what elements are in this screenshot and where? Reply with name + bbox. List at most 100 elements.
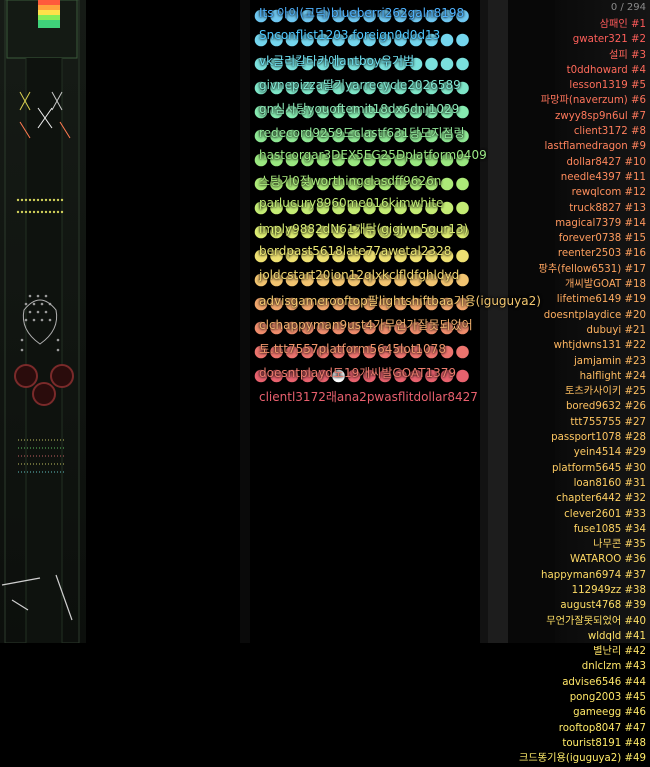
player-label: redecord9259드clastf631당모지점링 (259, 126, 465, 140)
ranking-item: halflight #24 (579, 370, 646, 382)
marble (285, 177, 299, 191)
player-label: Snconflict1203.foreign0d0d13 (259, 28, 441, 42)
marble (270, 129, 283, 143)
marble (394, 297, 407, 311)
marble-highlight (332, 369, 345, 383)
marble (347, 81, 361, 95)
marble (378, 177, 392, 191)
marble (378, 9, 392, 23)
marble (332, 297, 345, 311)
player-label: vk글리칼타카에antboy우거범 (259, 54, 415, 68)
marble (316, 9, 330, 23)
player-label: parlucury8960me016kimwhite (259, 196, 444, 210)
minimap-pegs (20, 294, 60, 352)
marble (456, 105, 469, 119)
board-left-gutter (240, 0, 250, 643)
marble (332, 33, 345, 47)
ranking-item: happyman6974 #37 (541, 569, 646, 581)
marble (394, 81, 407, 95)
marble (316, 297, 330, 311)
ranking-item: dubuyi #21 (586, 324, 646, 336)
marble (270, 33, 283, 47)
marble (456, 33, 469, 47)
ranking-item: lesson1319 #5 (569, 80, 646, 92)
marble (363, 273, 376, 287)
marble (363, 201, 376, 215)
ranking-item: needle4397 #11 (560, 171, 646, 183)
marble (409, 33, 423, 47)
marble (270, 105, 283, 119)
marble (285, 9, 299, 23)
marble (316, 81, 330, 95)
marble (456, 129, 469, 143)
marble (316, 369, 330, 383)
marble (347, 273, 361, 287)
player-label: advisgamerooftop팔lightshiftbaa기용(iguguya… (259, 294, 541, 308)
marble (425, 225, 438, 239)
marble (456, 201, 469, 215)
marble (363, 9, 376, 23)
ranking-item: 설피 #3 (608, 49, 646, 61)
marble (425, 345, 438, 359)
ranking-item: reenter2503 #16 (557, 248, 646, 260)
marble (394, 201, 407, 215)
ranking-panel: 0 / 294 삼패인 #1 gwater321 #2 설피 #3 t0ddhowar… (519, 0, 650, 764)
ranking-item: 개씨발GOAT #18 (565, 279, 646, 291)
ranking-item: dnlclzm #43 (581, 661, 646, 673)
marble (394, 321, 407, 335)
marble (285, 129, 299, 143)
marble (254, 345, 268, 359)
ranking-item: client3172 #8 (573, 126, 646, 138)
ranking-item: magical7379 #14 (555, 217, 646, 229)
marble (254, 321, 268, 335)
marble (456, 249, 469, 263)
ranking-item: lastflamedragon #9 (544, 141, 646, 153)
marble (456, 321, 469, 335)
marble (409, 177, 423, 191)
marble (254, 273, 268, 287)
marble (285, 321, 299, 335)
marble (301, 201, 314, 215)
ranking-item: gwater321 #2 (572, 34, 646, 46)
marble (254, 81, 268, 95)
marble (285, 81, 299, 95)
player-label: doesntplayd도19개씨발GOAT1379 (259, 366, 457, 380)
marble (301, 57, 314, 71)
marble (270, 249, 283, 263)
marble (254, 369, 268, 383)
ranking-item: 팡추(fellow6531) #17 (538, 263, 646, 275)
marble (254, 33, 268, 47)
ranking-item: zwyy8sp9n6ul #7 (555, 110, 646, 122)
ranking-item: ttt755755 #27 (570, 416, 646, 428)
minimap-dot-row-1 (16, 198, 64, 214)
finished-counter: 0 / 294 (610, 2, 646, 13)
marble (301, 225, 314, 239)
ranking-item: platform5645 #30 (552, 462, 646, 474)
marble (285, 345, 299, 359)
marble (440, 153, 454, 167)
marble (332, 321, 345, 335)
ranking-list: 삼패인 #1 gwater321 #2 설피 #3 t0ddhoward #4 less… (519, 17, 646, 767)
marble (456, 177, 469, 191)
marble (270, 345, 283, 359)
ranking-item: wldqld #41 (587, 630, 646, 642)
marble (363, 177, 376, 191)
marble (409, 57, 423, 71)
marble (363, 369, 376, 383)
player-label: imply9882dN61개닦(gigjwn5gur13) (259, 222, 469, 236)
marble (425, 33, 438, 47)
marble (301, 105, 314, 119)
marble (378, 33, 392, 47)
marble (409, 345, 423, 359)
minimap-dot-rows-lower (18, 439, 66, 473)
marble (301, 249, 314, 263)
marble (316, 177, 330, 191)
marble (378, 129, 392, 143)
marble (440, 57, 454, 71)
ranking-item: fuse1085 #34 (573, 523, 646, 535)
marble (363, 57, 376, 71)
ranking-item: dollar8427 #10 (566, 156, 646, 168)
marble (440, 249, 454, 263)
marble (285, 153, 299, 167)
marble (316, 201, 330, 215)
